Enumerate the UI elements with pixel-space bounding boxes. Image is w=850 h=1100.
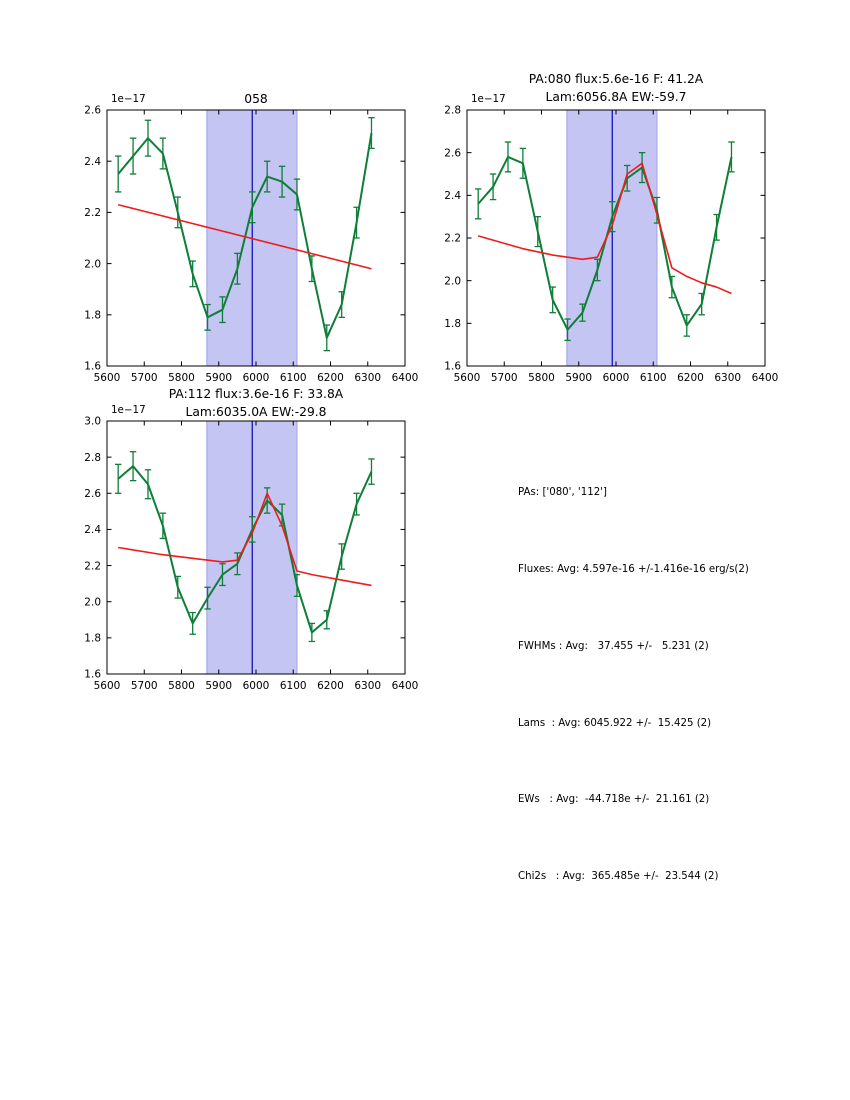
axis-ticks [106,420,406,675]
y-tick-label: 2.4 [444,190,461,202]
x-tick-label: 5800 [168,680,195,692]
x-tick-label: 6100 [640,372,667,384]
x-tick-label: 5600 [94,680,121,692]
stat-line-fluxes: Fluxes: Avg: 4.597e-16 +/-1.416e-16 erg/… [518,563,749,575]
fit-line [117,203,372,270]
y-tick-label: 1.6 [84,361,101,373]
y-tick-label: 2.2 [444,233,461,245]
x-tick-label: 6400 [752,372,779,384]
spectrum-line [117,132,373,339]
x-tick-label: 6300 [714,372,741,384]
stat-line-pas: PAs: ['080', '112'] [518,487,607,499]
x-tick-label: 5700 [131,680,158,692]
stat-line-chi2s: Chi2s : Avg: 365.485e +/- 23.544 (2) [518,871,719,883]
y-tick-label: 1.8 [444,318,461,330]
x-tick-label: 6200 [317,680,344,692]
axis-tick-labels: 5600 5700 5800 5900 6000 6100 6200 6300 6400 1.6 1… [84,416,418,692]
y-tick-label: 2.0 [444,275,461,287]
fit-line [477,162,732,295]
chart-pa112: 5600 5700 5800 5900 6000 6100 6200 6300 6400 1.6 1… [84,416,418,692]
stat-line-ews: EWs : Avg: -44.718e +/- 21.161 (2) [518,794,710,806]
x-tick-label: 6400 [392,372,419,384]
y-tick-label: 2.8 [84,452,101,464]
y-tick-label: 1.6 [444,361,461,373]
spectrum-line [477,155,733,331]
stat-line-lams: Lams : Avg: 6045.922 +/- 15.425 (2) [518,717,712,729]
y-tick-label: 2.6 [84,105,101,117]
axis-ticks [466,109,766,367]
chart-058-offset-label: 1e−17 [111,93,146,105]
x-tick-label: 6300 [354,680,381,692]
x-tick-label: 5600 [94,372,121,384]
y-tick-label: 1.8 [84,310,101,322]
x-tick-label: 6400 [392,680,419,692]
x-tick-label: 6100 [280,680,307,692]
y-tick-label: 3.0 [84,416,101,428]
x-tick-label: 6000 [243,372,270,384]
y-tick-label: 2.8 [444,105,461,117]
y-tick-label: 2.6 [84,488,101,500]
x-tick-label: 5800 [168,372,195,384]
y-tick-label: 2.4 [84,524,101,536]
x-tick-label: 6000 [243,680,270,692]
chart-pa080-title-line2: Lam:6056.8A EW:-59.7 [545,90,687,104]
fit-line [118,492,372,587]
chart-pa112-offset-label: 1e−17 [111,404,146,416]
y-tick-label: 2.4 [84,156,101,168]
x-tick-label: 5900 [205,372,232,384]
chart-pa080-title-line1: PA:080 flux:5.6e-16 F: 41.2A [528,72,704,86]
stats-panel: PAs: ['080', '112'] Fluxes: Avg: 4.597e-… [518,429,749,941]
x-tick-label: 6100 [280,372,307,384]
chart-pa112-title-line2: Lam:6035.0A EW:-29.8 [185,405,327,419]
chart-pa112-title-line1: PA:112 flux:3.6e-16 F: 33.8A [168,387,344,401]
x-tick-label: 5700 [491,372,518,384]
x-tick-label: 5900 [205,680,232,692]
x-tick-label: 5700 [131,372,158,384]
x-tick-label: 5900 [565,372,592,384]
x-tick-label: 6300 [354,372,381,384]
axis-tick-labels: 5600 5700 5800 5900 6000 6100 6200 6300 6400 1.6 1… [444,105,778,384]
y-tick-label: 1.6 [84,669,101,681]
y-tick-label: 2.2 [84,560,101,572]
y-tick-label: 2.0 [84,258,101,270]
y-tick-label: 1.8 [84,633,101,645]
chart-058: 5600 5700 5800 5900 6000 6100 6200 6300 6400 1.6 1… [84,105,418,384]
x-tick-label: 6200 [677,372,704,384]
x-tick-label: 6000 [603,372,630,384]
chart-pa112-title: PA:112 flux:3.6e-16 F: 33.8A Lam:6035.0A… [107,385,405,421]
x-tick-label: 5600 [454,372,481,384]
chart-pa080-title: PA:080 flux:5.6e-16 F: 41.2A Lam:6056.8A… [467,70,765,106]
x-tick-label: 6200 [317,372,344,384]
x-tick-label: 5800 [528,372,555,384]
chart-pa080: 5600 5700 5800 5900 6000 6100 6200 6300 6400 1.6 1… [444,105,778,384]
axis-ticks [106,109,406,367]
axis-tick-labels: 5600 5700 5800 5900 6000 6100 6200 6300 6400 1.6 1… [84,105,418,384]
chart-pa080-offset-label: 1e−17 [471,93,506,105]
y-tick-label: 2.0 [84,596,101,608]
stat-line-fwhms: FWHMs : Avg: 37.455 +/- 5.231 (2) [518,640,709,652]
y-tick-label: 2.6 [444,147,461,159]
chart-058-title: 058 [244,92,268,106]
y-tick-label: 2.2 [84,207,101,219]
